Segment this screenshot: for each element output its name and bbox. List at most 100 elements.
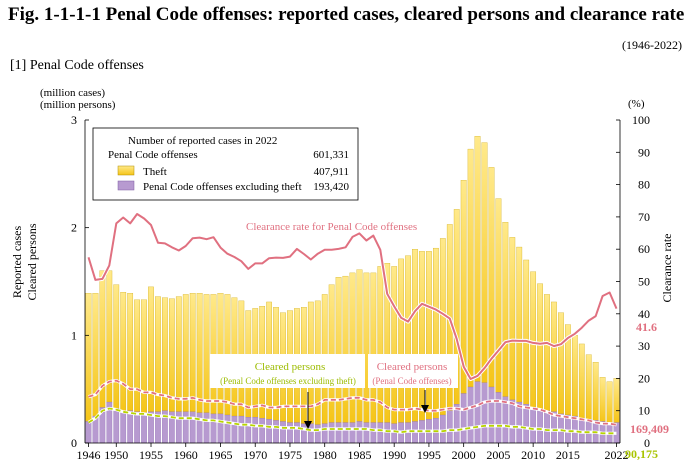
end-label-cleared-all: 169,409 xyxy=(630,422,669,436)
bar-theft-1991 xyxy=(398,258,404,423)
bar-theft-1996 xyxy=(433,247,439,419)
bar-theft-1953 xyxy=(134,299,140,412)
bar-nontheft-2003 xyxy=(481,382,488,444)
bar-theft-2016 xyxy=(571,335,578,417)
y2tick-label-30: 30 xyxy=(638,339,650,353)
bar-nontheft-1979 xyxy=(314,424,321,444)
bar-theft-2019 xyxy=(592,362,599,421)
bar-nontheft-1966 xyxy=(224,414,231,444)
end-label-cleared-ex-theft: 90,175 xyxy=(625,447,658,461)
ytick-label-1: 1 xyxy=(71,328,77,342)
bar-nontheft-1977 xyxy=(301,423,307,444)
bar-theft-2006 xyxy=(502,222,509,397)
bar-nontheft-2004 xyxy=(488,386,495,444)
y2tick-label-10: 10 xyxy=(638,404,650,418)
bar-nontheft-2007 xyxy=(509,399,516,444)
annotation-cleared-ex-theft-bg xyxy=(210,354,365,388)
xtick-label-1955: 1955 xyxy=(139,448,163,462)
xtick-label-2000: 2000 xyxy=(452,448,476,462)
bar-theft-1960 xyxy=(182,294,189,412)
xtick-label-1946: 1946 xyxy=(76,448,100,462)
y2tick-label-20: 20 xyxy=(638,371,650,385)
y2tick-label-50: 50 xyxy=(638,275,650,289)
bar-nontheft-1990 xyxy=(391,423,398,444)
bar-nontheft-1951 xyxy=(120,410,127,444)
bar-nontheft-2000 xyxy=(460,393,467,444)
bar-nontheft-1981 xyxy=(328,422,335,444)
unit-cases-label: (million cases) xyxy=(40,87,105,99)
bar-theft-2013 xyxy=(551,301,557,412)
bar-nontheft-1982 xyxy=(335,422,342,444)
bar-nontheft-1963 xyxy=(203,412,210,444)
xtick-label-2010: 2010 xyxy=(521,448,545,462)
figure-subtitle: [1] Penal Code offenses xyxy=(10,58,144,73)
ytick-label-3: 3 xyxy=(71,113,77,127)
y2tick-label-80: 80 xyxy=(638,178,650,192)
bar-theft-2008 xyxy=(516,246,523,403)
y2tick-label-0: 0 xyxy=(644,436,650,450)
bar-nontheft-2011 xyxy=(537,409,543,444)
legend-header: Number of reported cases in 2022 xyxy=(128,135,277,147)
bar-nontheft-1953 xyxy=(134,411,140,444)
bar-theft-1954 xyxy=(141,299,147,414)
unit-percent-label: (%) xyxy=(628,98,645,110)
bar-nontheft-2015 xyxy=(565,414,571,444)
legend-theft-swatch xyxy=(117,165,135,176)
bar-nontheft-2002 xyxy=(474,381,481,444)
bar-theft-2007 xyxy=(509,237,516,401)
line-group xyxy=(86,212,619,435)
bar-nontheft-1971 xyxy=(259,418,266,444)
bar-theft-1994 xyxy=(419,251,425,421)
xtick-label-1990: 1990 xyxy=(382,448,406,462)
bar-theft-2022 xyxy=(613,378,620,423)
bar-theft-1946 xyxy=(85,293,92,422)
xtick-label-2005: 2005 xyxy=(486,448,510,462)
bar-theft-2002 xyxy=(474,135,481,382)
bar-theft-1984 xyxy=(349,272,356,423)
legend-nontheft-swatch xyxy=(117,180,135,191)
bar-nontheft-1967 xyxy=(231,415,238,444)
bar-theft-1951 xyxy=(120,292,127,411)
annotation-cleared-all-bg xyxy=(368,354,458,388)
bar-theft-2020 xyxy=(599,377,606,422)
legend: Number of reported cases in 2022 Penal C… xyxy=(92,127,359,201)
bar-theft-1962 xyxy=(196,293,203,414)
legend-nontheft-label: Penal Code offenses excluding theft xyxy=(143,181,302,193)
bar-theft-1993 xyxy=(412,249,418,422)
bar-theft-2003 xyxy=(481,142,488,383)
bar-nontheft-1969 xyxy=(245,417,252,444)
y2tick-label-40: 40 xyxy=(638,307,650,321)
bar-nontheft-2014 xyxy=(558,413,564,444)
bar-nontheft-2012 xyxy=(544,410,550,444)
bar-theft-1950 xyxy=(113,284,120,409)
xtick-label-1965: 1965 xyxy=(208,448,232,462)
bar-nontheft-1960 xyxy=(182,411,189,444)
xtick-label-1980: 1980 xyxy=(313,448,337,462)
bar-nontheft-1950 xyxy=(113,408,120,444)
ytick-label-2: 2 xyxy=(71,221,77,235)
bar-nontheft-1968 xyxy=(238,415,245,444)
xtick-label-2015: 2015 xyxy=(556,448,580,462)
bar-theft-2014 xyxy=(558,312,564,415)
bar-nontheft-1980 xyxy=(321,423,328,444)
bar-group xyxy=(85,135,620,444)
annotation-cleared-ex-theft-line2: (Penal Code offenses excluding theft) xyxy=(220,376,356,386)
bar-nontheft-1962 xyxy=(196,412,203,444)
bar-nontheft-1997 xyxy=(439,414,446,444)
bar-nontheft-1984 xyxy=(349,422,356,444)
bar-theft-1997 xyxy=(439,238,446,416)
legend-box xyxy=(92,127,359,201)
annotation-cleared-ex-theft-line1: Cleared persons xyxy=(255,361,326,373)
bar-theft-2011 xyxy=(537,283,543,410)
bar-theft-1952 xyxy=(127,293,134,411)
bar-theft-1961 xyxy=(189,293,196,412)
bar-theft-1963 xyxy=(203,294,210,414)
bar-nontheft-1976 xyxy=(294,422,300,444)
figure-title: Fig. 1-1-1-1 Penal Code offenses: report… xyxy=(8,4,685,25)
xtick-label-2022: 2022 xyxy=(605,448,629,462)
bar-nontheft-1998 xyxy=(446,410,453,444)
xtick-label-1985: 1985 xyxy=(347,448,371,462)
bar-nontheft-1964 xyxy=(210,413,217,444)
